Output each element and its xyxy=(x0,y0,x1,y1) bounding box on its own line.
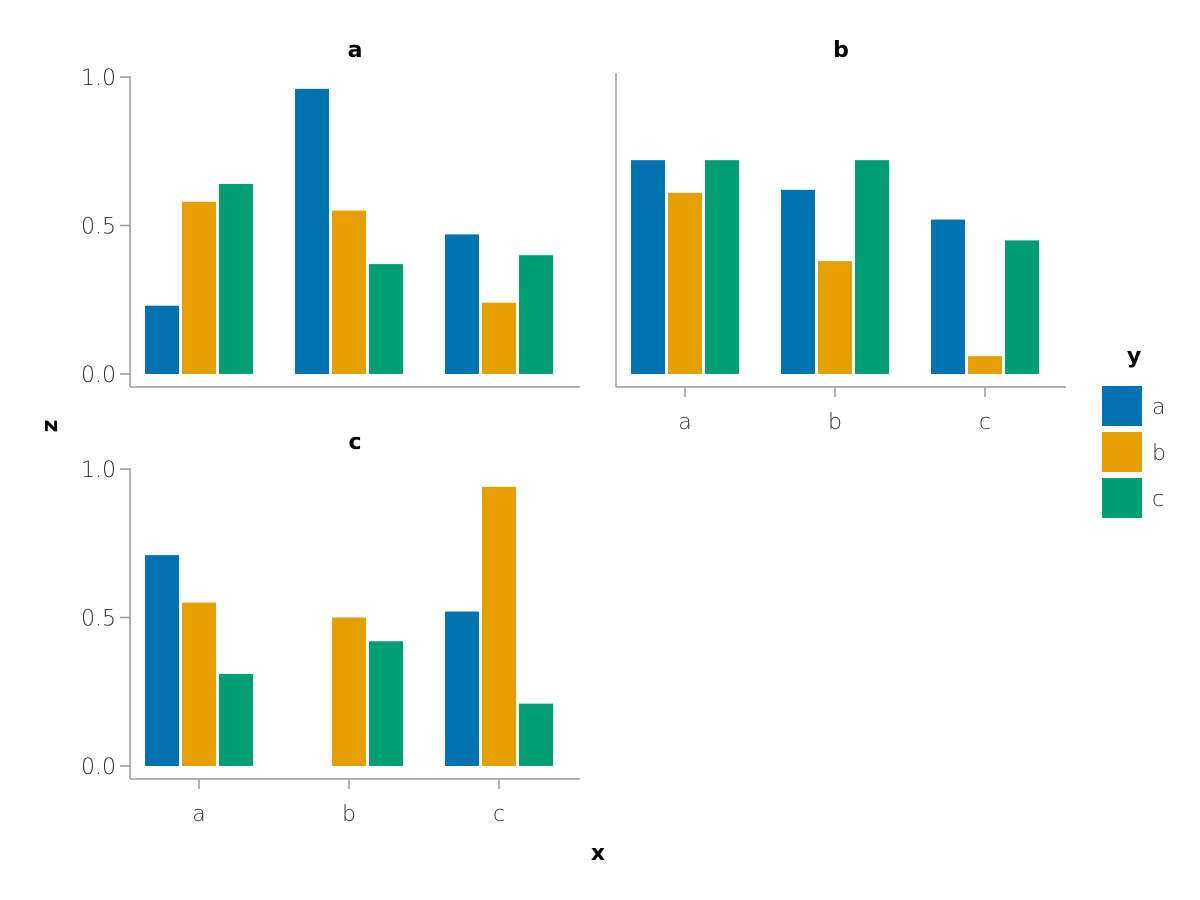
bar-b-b-c xyxy=(855,160,889,374)
legend-swatch-c xyxy=(1102,478,1142,518)
bar-c-a-a xyxy=(145,555,179,766)
bar-c-b-b xyxy=(332,617,366,766)
bar-c-c-a xyxy=(445,611,479,766)
x-tick-label: a xyxy=(678,410,691,435)
legend-swatch-a xyxy=(1102,386,1142,426)
bar-b-a-c xyxy=(705,160,739,374)
x-tick-label: b xyxy=(342,802,356,827)
bar-c-c-b xyxy=(482,486,516,766)
bar-b-c-c xyxy=(1005,240,1039,374)
bar-c-a-c xyxy=(219,673,253,766)
y-axis-title: z xyxy=(38,420,63,433)
legend-title: y xyxy=(1127,344,1141,369)
legend: y abc xyxy=(1102,344,1166,518)
bar-a-b-c xyxy=(369,264,403,374)
y-tick-label: 0.5 xyxy=(81,215,116,240)
facet-title: a xyxy=(348,38,363,63)
facet-b: b a b c xyxy=(615,38,1066,435)
x-tick-label: a xyxy=(192,802,205,827)
bar-b-b-b xyxy=(818,261,852,374)
bar-a-c-a xyxy=(445,234,479,374)
bar-a-b-a xyxy=(295,88,329,374)
x-axis-title: x xyxy=(591,841,605,866)
bar-c-b-c xyxy=(369,641,403,766)
bar-b-a-a xyxy=(631,160,665,374)
y-tick-label: 0.5 xyxy=(81,607,116,632)
bar-a-c-c xyxy=(519,255,553,374)
y-tick-label: 0.0 xyxy=(81,363,116,388)
facet-title: c xyxy=(348,430,361,455)
bar-b-b-a xyxy=(781,189,815,374)
bar-b-a-b xyxy=(668,192,702,374)
legend-label-a: a xyxy=(1152,395,1165,420)
bar-b-c-b xyxy=(968,356,1002,374)
y-tick-label: 0.0 xyxy=(81,755,116,780)
legend-label-c: c xyxy=(1152,487,1164,512)
x-tick-label: c xyxy=(493,802,505,827)
bar-a-a-b xyxy=(182,201,216,374)
x-tick-label: b xyxy=(828,410,842,435)
facet-a: a 0.0 0.5 1.0 xyxy=(81,38,580,388)
y-tick-label: 1.0 xyxy=(81,458,116,483)
facet-title: b xyxy=(833,38,849,63)
legend-swatch-b xyxy=(1102,432,1142,472)
bar-c-a-b xyxy=(182,602,216,766)
y-tick-label: 1.0 xyxy=(81,66,116,91)
legend-label-b: b xyxy=(1152,441,1166,466)
bar-a-a-a xyxy=(145,305,179,374)
bar-a-c-b xyxy=(482,302,516,374)
facets: a 0.0 0.5 1.0 b a b c c 0.0 0.5 1.0 a b c xyxy=(81,38,1066,827)
bar-a-b-b xyxy=(332,210,366,374)
bar-a-a-c xyxy=(219,183,253,374)
bar-c-c-c xyxy=(519,703,553,766)
bar-b-c-a xyxy=(931,219,965,374)
x-tick-label: c xyxy=(979,410,991,435)
facet-c: c 0.0 0.5 1.0 a b c xyxy=(81,430,580,827)
